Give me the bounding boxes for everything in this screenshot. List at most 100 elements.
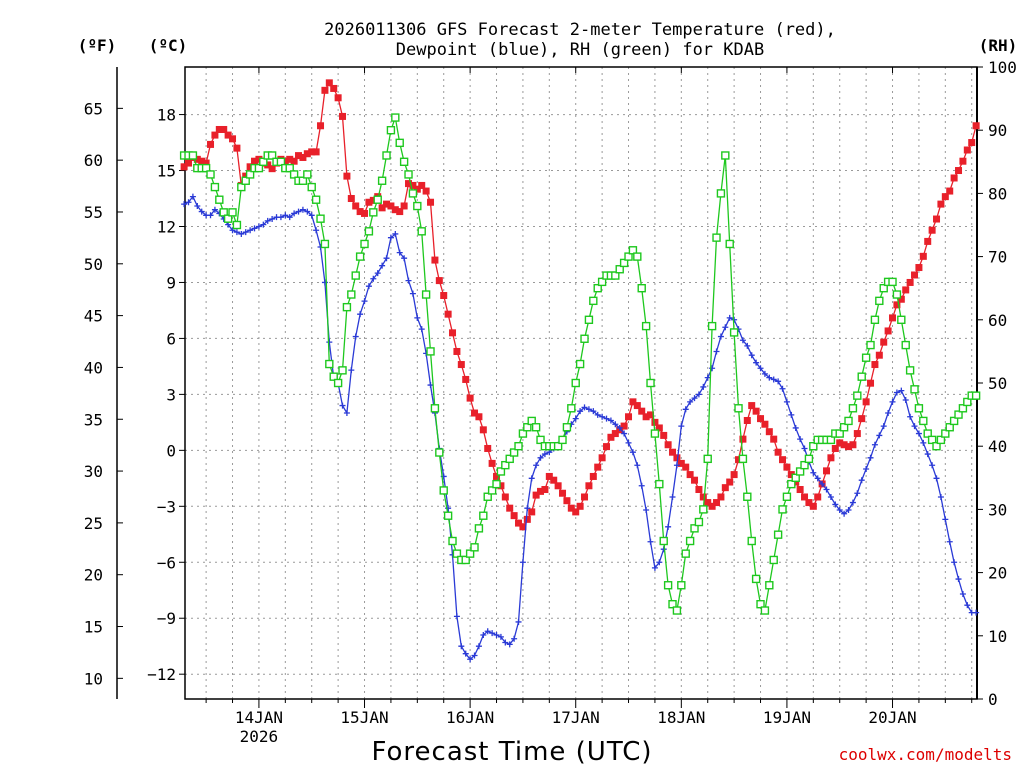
temperature-point <box>603 443 611 451</box>
temperature-point <box>413 185 421 193</box>
dewpoint-point <box>383 255 390 262</box>
dewpoint-point <box>493 632 500 639</box>
rh-point <box>245 170 255 179</box>
dewpoint-point <box>964 602 971 609</box>
temperature-point <box>576 502 584 510</box>
temperature-point <box>801 493 809 501</box>
temperature-point <box>941 193 949 201</box>
temperature-point <box>365 198 373 206</box>
rh-point <box>963 397 972 407</box>
rh-point <box>399 157 409 167</box>
rh-point <box>325 359 334 369</box>
rh-point <box>765 581 774 590</box>
rh-point <box>276 157 286 167</box>
temperature-point <box>607 433 615 441</box>
temperature-point <box>673 454 681 462</box>
dewpoint-point <box>744 342 751 349</box>
temperature-point <box>897 295 905 303</box>
rh-point <box>690 524 699 533</box>
temperature-point <box>224 131 232 139</box>
rh-point <box>303 170 312 179</box>
credit-link[interactable]: coolwx.com/modelts <box>839 745 1012 764</box>
rh-point <box>703 454 712 464</box>
dewpoint-point <box>885 410 892 417</box>
temperature-point <box>479 426 487 434</box>
dewpoint-point <box>286 214 293 221</box>
dewpoint-point <box>207 212 214 219</box>
rh-point <box>228 208 237 217</box>
temperature-point <box>765 428 773 436</box>
temperature-point <box>761 420 769 428</box>
celsius-tick-label: −6 <box>157 553 176 572</box>
rh-point <box>219 208 228 217</box>
celsius-tick-label: 0 <box>166 441 176 460</box>
dewpoint-point <box>506 641 513 648</box>
rh-point <box>919 416 928 426</box>
rh-point <box>289 170 299 179</box>
dewpoint-point <box>524 505 531 512</box>
rh-point <box>320 239 330 249</box>
temperature-point <box>343 172 351 180</box>
temperature-point <box>713 499 721 507</box>
rh-point <box>567 404 576 413</box>
dewpoint-point <box>915 430 922 437</box>
fahrenheit-tick-label: 15 <box>84 618 103 637</box>
dewpoint-point <box>867 454 874 461</box>
temperature-point <box>906 278 914 286</box>
dewpoint-point <box>251 225 258 232</box>
dewpoint-point <box>739 337 746 344</box>
rh-point <box>804 454 814 464</box>
dewpoint-point <box>871 441 878 448</box>
temperature-point <box>946 187 954 195</box>
dewpoint-point <box>211 206 218 213</box>
temperature-point <box>325 79 333 87</box>
dewpoint-point <box>612 421 619 428</box>
dewpoint-point <box>700 383 707 390</box>
dewpoint-point <box>726 314 733 321</box>
series-line <box>183 195 977 661</box>
dewpoint-point <box>695 391 702 398</box>
rh-point <box>681 549 690 558</box>
temperature-point <box>286 155 294 163</box>
temperature-point <box>295 152 303 160</box>
dewpoint-point <box>590 408 597 415</box>
rh-point <box>215 195 224 204</box>
rh-point <box>426 347 435 356</box>
dewpoint-point <box>185 199 192 206</box>
series-dewpoint <box>181 193 980 663</box>
fahrenheit-tick-label: 20 <box>84 566 103 585</box>
dewpoint-point <box>682 406 689 413</box>
dewpoint-point <box>537 454 544 461</box>
rh-point <box>756 600 765 609</box>
rh-point <box>465 549 475 558</box>
rh-point <box>624 252 633 261</box>
plot-frame <box>184 66 978 700</box>
dewpoint-point <box>819 480 826 487</box>
rh-point <box>391 113 400 122</box>
rh-point <box>659 536 668 546</box>
rh-point <box>589 296 598 306</box>
dewpoint-point <box>946 538 953 545</box>
rh-point <box>593 284 602 293</box>
temperature-point <box>431 256 439 264</box>
x-tick-label-year: 2026 <box>240 727 279 746</box>
rh-point <box>641 321 651 331</box>
temperature-point <box>655 424 663 432</box>
dewpoint-point <box>616 424 623 431</box>
dewpoint-point <box>920 439 927 446</box>
rh-point <box>760 606 770 615</box>
dewpoint-point <box>673 462 680 469</box>
temperature-point <box>501 493 509 501</box>
temperature-point <box>743 416 751 424</box>
temperature-point <box>902 286 910 294</box>
rh-point <box>875 296 884 306</box>
dewpoint-point <box>533 462 540 469</box>
rh-point <box>844 416 853 426</box>
rh-point <box>611 271 620 280</box>
rh-point <box>404 170 413 179</box>
rh-point <box>914 404 924 413</box>
temperature-point <box>862 398 870 406</box>
dewpoint-point <box>845 507 852 514</box>
temperature-point <box>845 443 853 451</box>
